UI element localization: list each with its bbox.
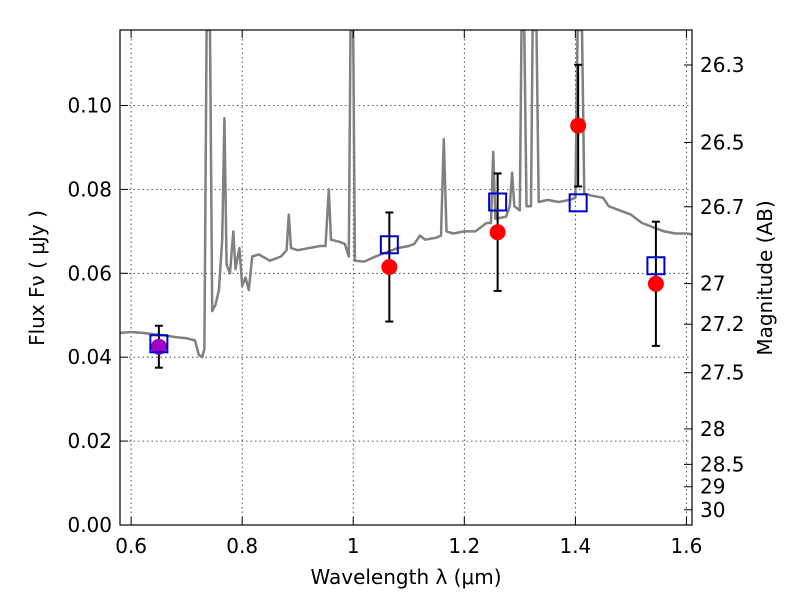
model-photometry-square bbox=[149, 334, 169, 354]
y-tick-label: 0.10 bbox=[67, 94, 112, 118]
y-tick-label: 0.08 bbox=[67, 177, 112, 201]
x-tick-label: 1.4 bbox=[559, 534, 591, 558]
x-tick-label: 1.2 bbox=[448, 534, 480, 558]
axes: 0.6 0.8 1 1.2 1.4 1.6 0.00 0.02 0.04 0.06 0.08 0.10… bbox=[67, 30, 745, 558]
x-tick-label: 1 bbox=[347, 534, 360, 558]
y2-axis-title: Magnitude (AB) bbox=[753, 200, 777, 355]
model-photometry-square bbox=[379, 235, 399, 255]
y2-tick-label: 26.7 bbox=[700, 195, 745, 219]
y-tick-label: 0.04 bbox=[67, 345, 112, 369]
plot-frame bbox=[119, 29, 693, 526]
observed-flux-point bbox=[489, 224, 506, 241]
x-axis-title: Wavelength λ (μm) bbox=[310, 565, 501, 589]
y2-tick-label: 29 bbox=[700, 475, 725, 499]
y2-tick-label: 27 bbox=[700, 272, 725, 296]
y-tick-label: 0.02 bbox=[67, 429, 112, 453]
x-tick-label: 0.8 bbox=[226, 534, 258, 558]
y2-tick-label: 27.5 bbox=[700, 361, 745, 385]
y2-tick-label: 30 bbox=[700, 498, 725, 522]
observed-flux-point bbox=[647, 275, 664, 292]
y2-tick-label: 28.5 bbox=[700, 452, 745, 476]
model-photometry-square bbox=[488, 192, 508, 212]
observed-flux-point bbox=[381, 259, 398, 276]
observed-flux-point bbox=[570, 117, 587, 134]
y-tick-label: 0.00 bbox=[67, 513, 112, 537]
model-photometry-square bbox=[568, 193, 588, 213]
x-tick-label: 1.6 bbox=[671, 534, 703, 558]
y-tick-label: 0.06 bbox=[67, 261, 112, 285]
plot-area bbox=[120, 30, 692, 369]
observed-flux-point bbox=[150, 338, 167, 355]
x-tick-label: 0.6 bbox=[115, 534, 147, 558]
model-spectrum-line bbox=[120, 30, 692, 359]
y2-tick-label: 26.5 bbox=[700, 130, 745, 154]
y2-tick-label: 26.3 bbox=[700, 53, 745, 77]
y2-tick-label: 27.2 bbox=[700, 312, 745, 336]
y2-tick-label: 28 bbox=[700, 417, 725, 441]
y-axis-title: Flux Fν ( μJy ) bbox=[25, 210, 49, 346]
model-photometry-square bbox=[646, 256, 666, 276]
